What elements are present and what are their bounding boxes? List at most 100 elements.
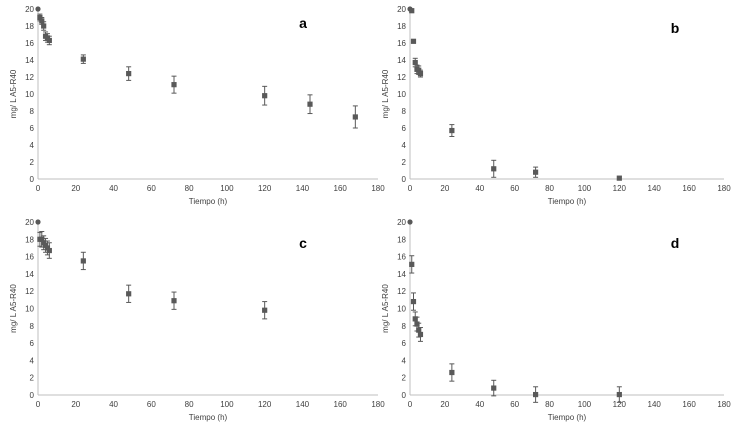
- chart-c-point: [171, 298, 177, 304]
- chart-a-x-tick-label: 40: [109, 184, 118, 193]
- chart-d-y-tick-label: 2: [402, 374, 407, 383]
- chart-c-y-tick-label: 2: [30, 374, 35, 383]
- chart-d-y-tick-label: 12: [397, 287, 406, 296]
- chart-b-group: 0 2 4 6 8 10 12 14 16 18 20 0 20 40 60 80 100 120 140 160 18…: [381, 5, 731, 206]
- chart-d-y-tick-label: 4: [402, 356, 407, 365]
- chart-d-x-tick-label: 100: [578, 400, 592, 409]
- chart-a-x-tick-label: 60: [147, 184, 156, 193]
- chart-d-x-tick-label: 80: [545, 400, 554, 409]
- chart-a-y-tick-label: 4: [30, 141, 35, 150]
- chart-c-x-tick-label: 40: [109, 400, 118, 409]
- chart-c-x-tick-label: 120: [258, 400, 272, 409]
- chart-c-point: [46, 247, 52, 254]
- chart-d-x-tick-label: 60: [510, 400, 519, 409]
- chart-b-x-axis-title: Tiempo (h): [548, 197, 587, 206]
- chart-c-y-tick-label: 12: [25, 287, 34, 296]
- chart-d-x-tick-label: 160: [682, 400, 696, 409]
- chart-c-x-tick-label: 80: [185, 400, 194, 409]
- chart-b-y-tick-label: 0: [402, 175, 407, 184]
- chart-b-x-tick-label: 60: [510, 184, 519, 193]
- chart-b-y-tick-label: 10: [397, 90, 406, 99]
- chart-c-point: [126, 291, 132, 297]
- chart-b-y-tick-label: 14: [397, 56, 406, 65]
- chart-b-y-tick-label: 8: [402, 107, 407, 116]
- chart-d-point: [533, 391, 539, 398]
- chart-d-x-tick-label: 140: [648, 400, 662, 409]
- chart-d-y-tick-label: 6: [402, 339, 407, 348]
- chart-b-y-tick-label: 20: [397, 5, 406, 14]
- chart-d-point: [410, 298, 417, 305]
- chart-d-point: [449, 369, 455, 376]
- chart-b-x-tick-label: 160: [682, 184, 696, 193]
- chart-b-point: [417, 71, 424, 77]
- chart-a-x-tick-label: 180: [371, 184, 385, 193]
- chart-d-point: [409, 261, 415, 267]
- chart-a-y-tick-label: 2: [30, 158, 35, 167]
- chart-d-point: [414, 321, 420, 327]
- chart-b-point: [449, 127, 455, 134]
- chart-d-y-axis-title: mg/ L A5-R40: [381, 284, 390, 333]
- chart-a-x-tick-label: 20: [71, 184, 80, 193]
- chart-c-x-tick-label: 60: [147, 400, 156, 409]
- chart-b-x-tick-label: 0: [408, 184, 413, 193]
- chart-b-x-tick-label: 40: [475, 184, 484, 193]
- chart-a-point: [46, 37, 52, 44]
- chart-b-y-axis-title: mg/ L A5-R40: [381, 69, 390, 118]
- chart-d-x-tick-label: 20: [440, 400, 449, 409]
- chart-a-x-tick-label: 80: [185, 184, 194, 193]
- chart-b-x-tick-label: 180: [717, 184, 731, 193]
- chart-a-y-tick-label: 20: [25, 5, 34, 14]
- chart-a-x-tick-label: 120: [258, 184, 272, 193]
- chart-c-y-axis-title: mg/ L A5-R40: [9, 284, 18, 333]
- chart-d-y-tick-label: 8: [402, 322, 407, 331]
- chart-d-y-tick-label: 10: [397, 305, 406, 314]
- chart-a-point: [262, 93, 268, 99]
- chart-d-y-tick-label: 16: [397, 253, 406, 262]
- chart-a-y-tick-label: 12: [25, 73, 34, 82]
- chart-c-x-tick-label: 160: [334, 400, 348, 409]
- chart-a-point: [307, 101, 313, 107]
- chart-b-point: [616, 175, 622, 181]
- chart-c-group: 0 2 4 6 8 10 12 14 16 18 20 0 20 40 60 80 100 120 140 160 18…: [9, 218, 385, 422]
- chart-d-point: [407, 219, 413, 225]
- chart-b-x-tick-label: 20: [440, 184, 449, 193]
- chart-b-point: [533, 169, 539, 175]
- chart-a-panel-letter: a: [299, 15, 307, 31]
- chart-b-panel-letter: b: [671, 20, 680, 36]
- chart-a-y-tick-label: 8: [30, 107, 35, 116]
- chart-a-y-tick-label: 6: [30, 124, 35, 133]
- chart-b-y-tick-label: 6: [402, 124, 407, 133]
- chart-b-point: [491, 166, 497, 172]
- chart-d-point: [616, 391, 622, 398]
- chart-d-x-tick-label: 40: [475, 400, 484, 409]
- chart-a-x-tick-label: 0: [36, 184, 41, 193]
- chart-b-x-tick-label: 140: [648, 184, 662, 193]
- chart-b-x-tick-label: 100: [578, 184, 592, 193]
- chart-c-x-tick-label: 180: [371, 400, 385, 409]
- chart-d-y-tick-label: 20: [397, 218, 406, 227]
- chart-c-y-tick-label: 14: [25, 270, 34, 279]
- chart-d-point: [491, 385, 497, 391]
- chart-c-x-axis-title: Tiempo (h): [189, 413, 228, 422]
- chart-d-y-tick-label: 0: [402, 391, 407, 400]
- chart-a-group: 0 2 4 6 8 10 12 14 16 18 20 0 20 40 60 80 100 120 140 160 18…: [9, 5, 385, 206]
- chart-d-point: [417, 331, 424, 338]
- chart-a-y-tick-label: 14: [25, 56, 34, 65]
- chart-c-y-tick-label: 0: [30, 391, 35, 400]
- chart-d-y-tick-label: 18: [397, 235, 406, 244]
- chart-c-x-tick-label: 100: [220, 400, 234, 409]
- chart-a-y-tick-label: 16: [25, 39, 34, 48]
- chart-c-y-tick-label: 10: [25, 305, 34, 314]
- chart-d-group: 0 2 4 6 8 10 12 14 16 18 20 0 20 40 60 80 100 120 140 160 18…: [381, 218, 731, 422]
- chart-b-y-tick-label: 16: [397, 39, 406, 48]
- chart-a-y-tick-label: 10: [25, 90, 34, 99]
- chart-d-x-tick-label: 0: [408, 400, 413, 409]
- chart-a-point: [39, 18, 45, 24]
- chart-c-point: [80, 258, 86, 264]
- chart-a-point: [126, 71, 132, 77]
- chart-a-point: [171, 82, 177, 88]
- chart-c-x-tick-label: 0: [36, 400, 41, 409]
- chart-c-y-tick-label: 16: [25, 253, 34, 262]
- chart-a-y-tick-label: 0: [30, 175, 35, 184]
